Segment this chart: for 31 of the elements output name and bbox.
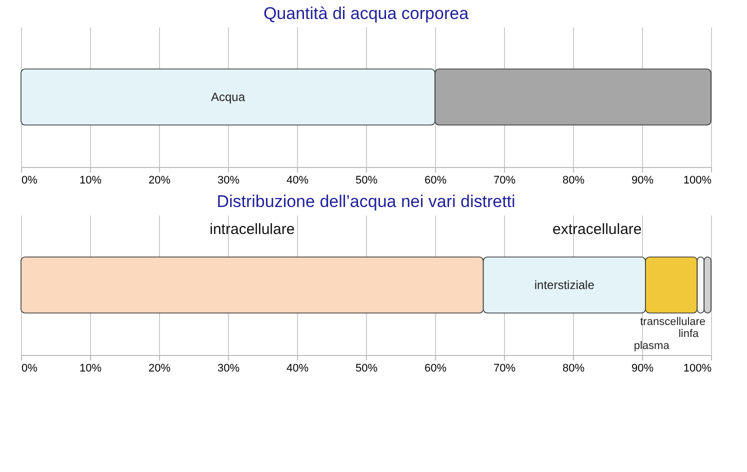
x-tick-label: 80% xyxy=(562,362,585,374)
x-tick-label: 50% xyxy=(355,174,378,186)
annotation: extracellulare xyxy=(552,221,642,238)
x-tick-label: 70% xyxy=(493,174,516,186)
series-label: transcellulare xyxy=(640,316,706,328)
x-tick-label: 90% xyxy=(631,174,654,186)
x-tick-label: 90% xyxy=(631,362,654,374)
x-tick-label: 80% xyxy=(562,174,585,186)
x-tick-label: 70% xyxy=(493,362,516,374)
x-tick-label: 30% xyxy=(217,362,240,374)
x-tick-label: 100% xyxy=(683,362,712,374)
text: plasma xyxy=(634,340,670,352)
x-tick-label: 60% xyxy=(424,362,447,374)
series-label: linfa xyxy=(678,328,700,340)
chart-title: Distribuzione dell’acqua nei vari distretti xyxy=(216,192,516,211)
x-tick-label: 60% xyxy=(424,174,447,186)
x-tick-label: 10% xyxy=(79,174,102,186)
x-tick-label: 40% xyxy=(286,174,309,186)
annotation: intracellulare xyxy=(210,221,295,238)
x-tick-label: 20% xyxy=(148,362,171,374)
x-tick-label: 40% xyxy=(286,362,309,374)
x-tick-label: 20% xyxy=(148,174,171,186)
x-tick-label: 0% xyxy=(22,174,38,186)
series-label: Acqua xyxy=(210,90,246,104)
x-tick-label: 100% xyxy=(683,174,712,186)
series-label: interstiziale xyxy=(534,278,595,292)
x-tick-label: 10% xyxy=(79,362,102,374)
chart-title: Quantità di acqua corporea xyxy=(263,4,470,23)
x-tick-label: 0% xyxy=(22,362,38,374)
x-tick-label: 30% xyxy=(217,174,240,186)
x-tick-label: 50% xyxy=(355,362,378,374)
